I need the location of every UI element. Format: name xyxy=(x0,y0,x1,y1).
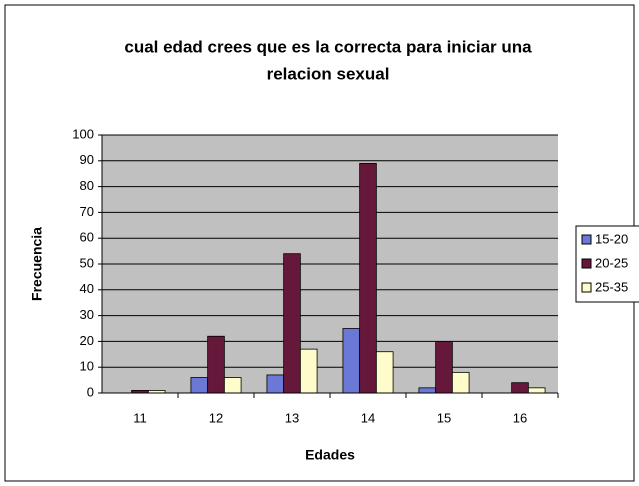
legend-swatch xyxy=(581,234,592,245)
y-tick-label: 60 xyxy=(80,230,94,245)
y-tick-label: 0 xyxy=(87,384,94,399)
legend-label: 15-20 xyxy=(595,231,628,246)
bar xyxy=(342,328,361,394)
x-tick-label: 16 xyxy=(513,410,527,425)
chart-title: relacion sexual xyxy=(267,64,390,83)
x-tick-label: 13 xyxy=(285,410,299,425)
bar xyxy=(435,340,453,394)
bar xyxy=(190,377,209,394)
bar xyxy=(418,387,437,394)
y-axis-title: Frecuencia xyxy=(29,227,45,301)
bar xyxy=(299,348,318,394)
bar xyxy=(451,371,470,394)
x-axis-title: Edades xyxy=(305,447,355,463)
bar xyxy=(207,335,225,394)
y-tick-label: 100 xyxy=(72,126,94,141)
y-tick-label: 90 xyxy=(80,152,94,167)
legend-swatch xyxy=(581,282,592,293)
x-tick-label: 11 xyxy=(133,410,147,425)
y-tick-label: 50 xyxy=(80,255,94,270)
bar xyxy=(359,162,377,394)
chart-title: cual edad crees que es la correcta para … xyxy=(124,37,532,56)
bar xyxy=(283,253,301,394)
legend-label: 25-35 xyxy=(595,279,628,294)
bar xyxy=(223,377,242,394)
x-tick-label: 15 xyxy=(437,410,451,425)
legend-swatch xyxy=(581,258,592,269)
x-tick-label: 12 xyxy=(209,410,223,425)
bar xyxy=(511,382,529,394)
y-tick-label: 30 xyxy=(80,307,94,322)
y-tick-label: 70 xyxy=(80,204,94,219)
legend-label: 20-25 xyxy=(595,255,628,270)
y-tick-label: 20 xyxy=(80,333,94,348)
y-tick-label: 10 xyxy=(80,359,94,374)
bar xyxy=(527,387,546,394)
y-tick-label: 80 xyxy=(80,178,94,193)
y-tick-label: 40 xyxy=(80,281,94,296)
bar xyxy=(375,351,394,394)
x-tick-label: 14 xyxy=(361,410,375,425)
bar xyxy=(266,374,285,394)
